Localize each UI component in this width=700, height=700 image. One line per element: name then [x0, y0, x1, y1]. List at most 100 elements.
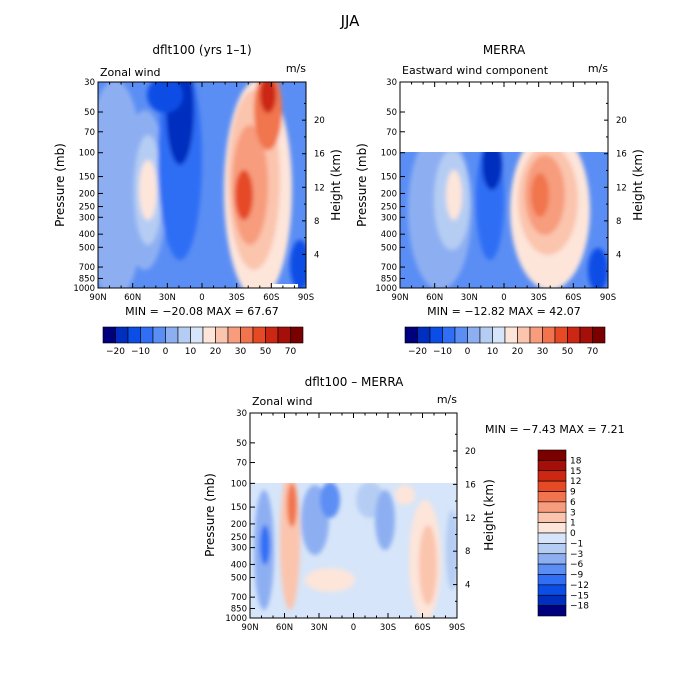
heatmap-model [98, 82, 306, 288]
colorbar-swatch [429, 326, 443, 344]
min-max-stats: MIN = −20.08 MAX = 67.67 [125, 305, 279, 318]
colorbar-swatch [537, 532, 567, 544]
colorbar-label: 50 [260, 347, 272, 357]
height-tick-label: 20 [314, 116, 325, 126]
colorbar-swatch [479, 326, 493, 344]
pressure-tick-label: 70 [84, 128, 95, 138]
pressure-tick-label: 300 [231, 544, 247, 554]
colorbar-swatch [537, 605, 567, 617]
pressure-tick-label: 200 [381, 189, 397, 199]
height-tick-label: 20 [465, 447, 476, 457]
pressure-tick-label: 250 [381, 203, 397, 213]
colorbar-label: 20 [512, 347, 524, 357]
pressure-tick-label: 850 [231, 604, 247, 614]
pressure-tick-label: 50 [236, 439, 247, 449]
colorbar-swatch [542, 326, 556, 344]
pressure-tick-label: 500 [231, 573, 247, 583]
colorbar-swatch [537, 584, 567, 596]
colorbar-label: 15 [570, 467, 581, 477]
colorbar-swatch [404, 326, 418, 344]
region-antarctic [588, 248, 608, 288]
lat-tick-label: 0 [501, 293, 506, 303]
colorbar-swatch [537, 563, 567, 575]
colorbar-swatch [467, 326, 481, 344]
colorbar-swatch [537, 470, 567, 482]
colorbar-swatch [190, 326, 204, 344]
colorbar-swatch [265, 326, 279, 344]
colorbar-swatch [215, 326, 229, 344]
colorbar-swatch [165, 326, 179, 344]
panel-units: m/s [286, 62, 306, 75]
panel-units: m/s [588, 62, 608, 75]
colorbar-label: −10 [433, 347, 452, 357]
colorbar-swatch [537, 491, 567, 503]
colorbar-swatch [537, 553, 567, 565]
lat-tick-label: 90N [89, 293, 106, 303]
colorbar-swatch [504, 326, 518, 344]
colorbar-swatch [127, 326, 141, 344]
y-axis-label: Pressure (mb) [355, 143, 369, 227]
colorbar-swatch [102, 326, 116, 344]
colorbar-swatch [442, 326, 456, 344]
lat-tick-label: 90S [449, 623, 465, 633]
colorbar-swatch [554, 326, 568, 344]
colorbar-label: 20 [210, 347, 222, 357]
lat-tick-label: 60N [124, 293, 141, 303]
height-axis: 4 8 12 16 20 [453, 433, 476, 602]
pressure-tick-label: 700 [79, 263, 95, 273]
region-neg-pole [446, 510, 457, 590]
pressure-tick-label: 700 [381, 263, 397, 273]
lat-tick-label: 60S [565, 293, 581, 303]
colorbar-label: 9 [570, 488, 576, 498]
lat-tick-label: 0 [351, 623, 356, 633]
colorbar-swatch [529, 326, 543, 344]
panel-label: Eastward wind component [402, 64, 549, 77]
lat-tick-label: 60N [426, 293, 443, 303]
region-westerly-peak [446, 170, 462, 220]
latitude-axis: 90N 60N 30N 0 30S 60S 90S [391, 82, 616, 303]
lat-tick-label: 0 [199, 293, 204, 303]
colorbar-merra: −20 −10 0 10 20 30 50 70 [404, 326, 606, 357]
lat-tick-label: 30N [159, 293, 176, 303]
height-tick-label: 12 [314, 183, 325, 193]
pressure-tick-label: 500 [79, 243, 95, 253]
colorbar-label: −1 [570, 539, 583, 549]
height-tick-label: 4 [616, 250, 621, 260]
colorbar-label: 3 [570, 508, 576, 518]
panel-units: m/s [437, 393, 457, 406]
colorbar-swatch [202, 326, 216, 344]
colorbar-label: −18 [570, 602, 589, 612]
pressure-tick-label: 50 [84, 108, 95, 118]
colorbar-label: −20 [408, 347, 427, 357]
pressure-tick-label: 300 [79, 213, 95, 223]
latitude-axis: 90N 60N 30N 0 30S 60S 90S [241, 413, 465, 633]
region-neg-30n [320, 483, 340, 518]
colorbar-label: −15 [570, 591, 589, 601]
pressure-tick-label: 100 [231, 479, 247, 489]
pressure-tick-label: 100 [381, 149, 397, 159]
colorbar-label: 30 [537, 347, 549, 357]
lat-tick-label: 30S [380, 623, 396, 633]
colorbar-swatch [537, 543, 567, 555]
colorbar-swatch [579, 326, 593, 344]
height-tick-label: 16 [616, 150, 627, 160]
colorbar-label: 12 [570, 477, 581, 487]
region-pos-upper [395, 485, 415, 505]
colorbar-swatch [537, 480, 567, 492]
colorbar-swatch [537, 511, 567, 523]
pressure-tick-label: 150 [381, 173, 397, 183]
colorbar-swatch [227, 326, 241, 344]
pressure-tick-label: 1000 [225, 614, 247, 624]
colorbar-swatch [592, 326, 606, 344]
heatmap-merra [400, 152, 608, 288]
colorbar-swatch [537, 574, 567, 586]
lat-tick-label: 60S [263, 293, 279, 303]
colorbar-swatch [517, 326, 531, 344]
pressure-tick-label: 30 [84, 78, 95, 88]
height-tick-label: 12 [465, 514, 476, 524]
pressure-tick-label: 50 [386, 108, 397, 118]
pressure-tick-label: 850 [79, 274, 95, 284]
pressure-tick-label: 150 [79, 173, 95, 183]
